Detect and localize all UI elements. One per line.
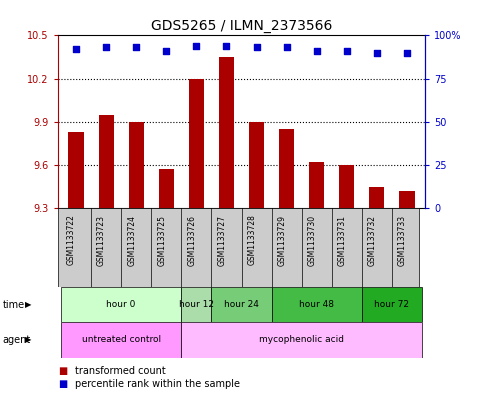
Text: time: time bbox=[2, 299, 25, 310]
Text: hour 72: hour 72 bbox=[374, 300, 410, 309]
Point bbox=[253, 44, 260, 51]
Text: ■: ■ bbox=[58, 366, 67, 376]
Text: hour 12: hour 12 bbox=[179, 300, 214, 309]
Bar bbox=[181, 287, 212, 322]
Text: ■: ■ bbox=[58, 379, 67, 389]
Text: transformed count: transformed count bbox=[75, 366, 166, 376]
Bar bbox=[339, 165, 355, 208]
Bar bbox=[159, 169, 174, 208]
Text: GSM1133732: GSM1133732 bbox=[368, 215, 377, 266]
Text: GSM1133729: GSM1133729 bbox=[278, 215, 286, 266]
Bar bbox=[181, 322, 422, 358]
Text: mycophenolic acid: mycophenolic acid bbox=[259, 336, 344, 344]
Text: ▶: ▶ bbox=[25, 300, 31, 309]
Text: GSM1133731: GSM1133731 bbox=[338, 215, 347, 266]
Bar bbox=[249, 122, 264, 208]
Text: ▶: ▶ bbox=[25, 336, 31, 344]
Bar bbox=[61, 287, 181, 322]
Text: untreated control: untreated control bbox=[82, 336, 161, 344]
Bar bbox=[219, 57, 234, 208]
Bar bbox=[61, 322, 181, 358]
Text: GSM1133733: GSM1133733 bbox=[398, 215, 407, 266]
Bar bbox=[99, 115, 114, 208]
Text: hour 24: hour 24 bbox=[224, 300, 259, 309]
Bar bbox=[189, 79, 204, 208]
Point bbox=[162, 48, 170, 54]
Bar bbox=[212, 287, 271, 322]
Title: GDS5265 / ILMN_2373566: GDS5265 / ILMN_2373566 bbox=[151, 19, 332, 33]
Text: percentile rank within the sample: percentile rank within the sample bbox=[75, 379, 240, 389]
Text: GSM1133730: GSM1133730 bbox=[308, 215, 317, 266]
Text: GSM1133724: GSM1133724 bbox=[127, 215, 136, 266]
Text: agent: agent bbox=[2, 335, 30, 345]
Point bbox=[403, 50, 411, 56]
Point bbox=[373, 50, 381, 56]
Text: GSM1133727: GSM1133727 bbox=[217, 215, 227, 266]
Text: GSM1133722: GSM1133722 bbox=[67, 215, 76, 265]
Bar bbox=[399, 191, 414, 208]
Bar bbox=[369, 187, 384, 208]
Text: hour 0: hour 0 bbox=[106, 300, 136, 309]
Text: GSM1133726: GSM1133726 bbox=[187, 215, 197, 266]
Point bbox=[313, 48, 321, 54]
Text: GSM1133728: GSM1133728 bbox=[248, 215, 256, 265]
Bar bbox=[271, 287, 362, 322]
Bar bbox=[309, 162, 324, 208]
Bar bbox=[128, 122, 144, 208]
Text: GSM1133723: GSM1133723 bbox=[97, 215, 106, 266]
Point bbox=[102, 44, 110, 51]
Text: GSM1133725: GSM1133725 bbox=[157, 215, 166, 266]
Point bbox=[283, 44, 290, 51]
Bar bbox=[69, 132, 84, 208]
Bar bbox=[279, 129, 294, 208]
Point bbox=[132, 44, 140, 51]
Point bbox=[193, 42, 200, 49]
Bar bbox=[362, 287, 422, 322]
Point bbox=[72, 46, 80, 52]
Point bbox=[343, 48, 351, 54]
Point bbox=[223, 42, 230, 49]
Text: hour 48: hour 48 bbox=[299, 300, 334, 309]
